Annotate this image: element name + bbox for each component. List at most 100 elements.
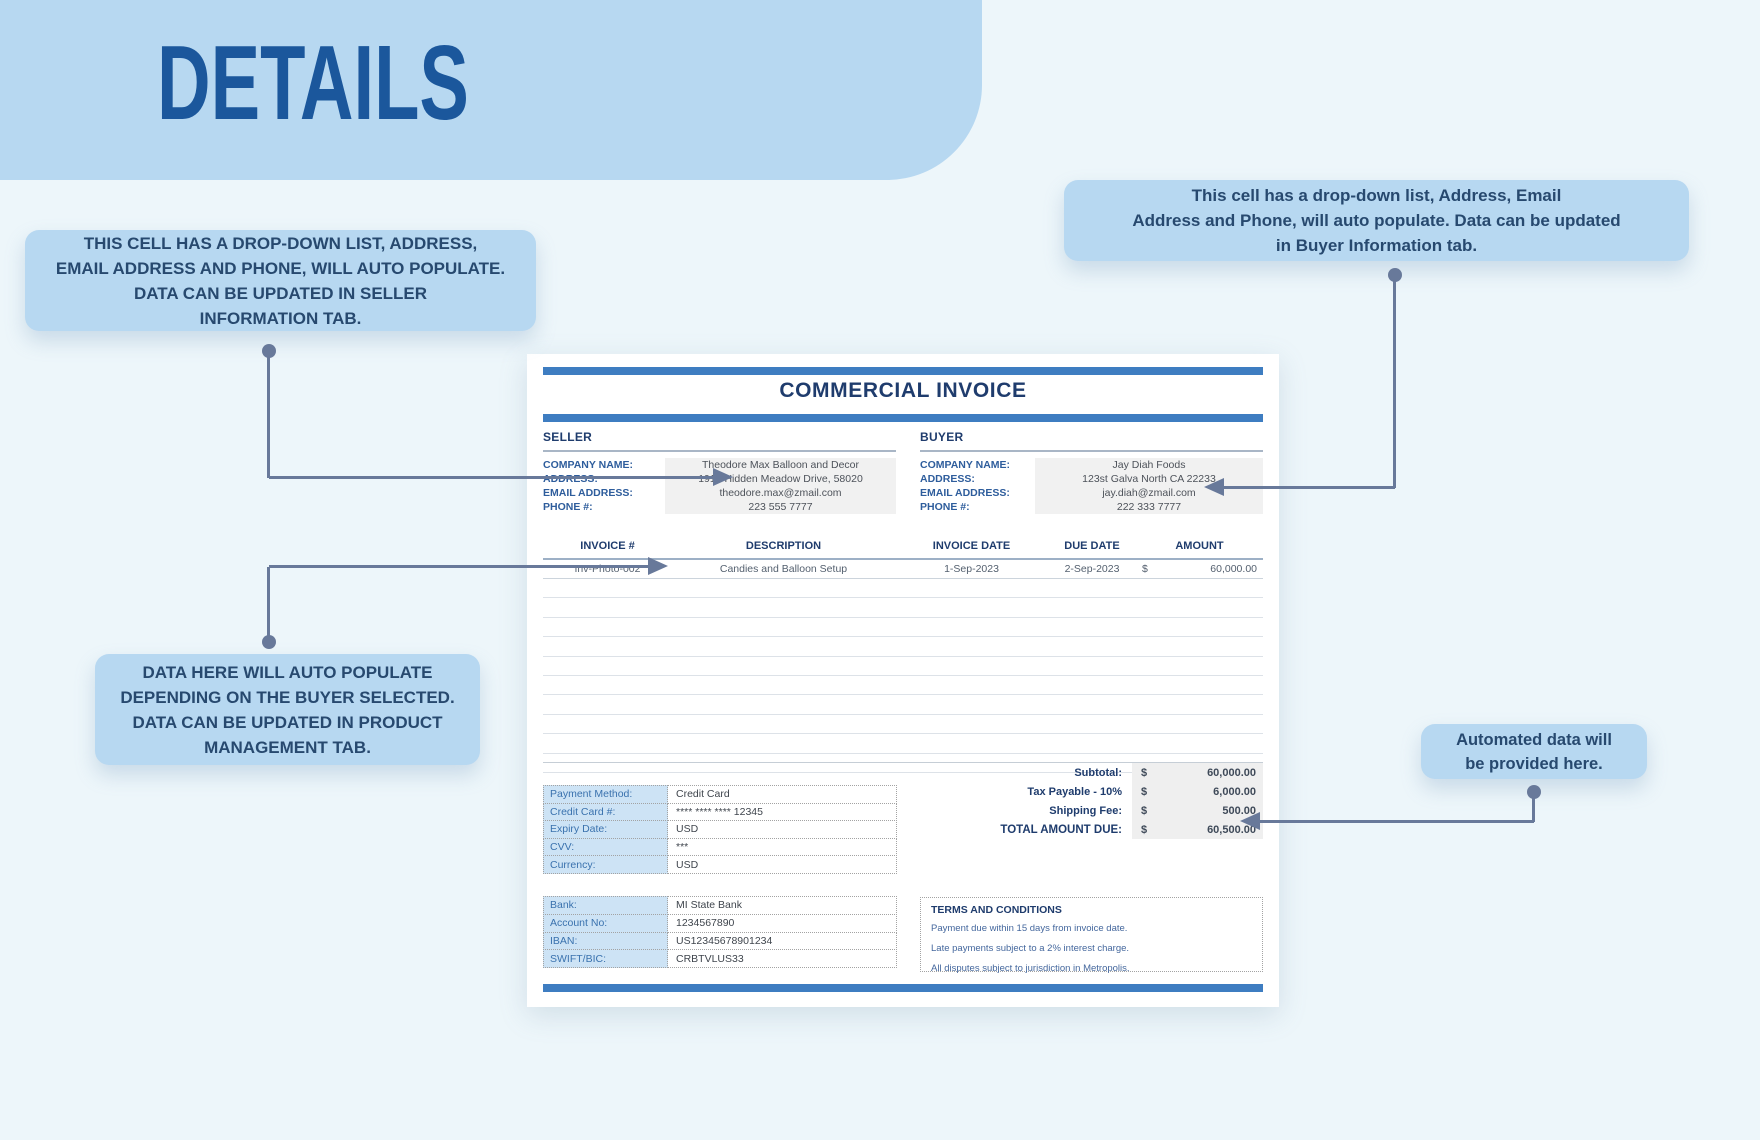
iban-value[interactable]: US12345678901234 — [668, 931, 897, 951]
buyer-company-value[interactable]: Jay Diah Foods — [1112, 459, 1186, 471]
buyer-company-label: COMPANY NAME: — [920, 459, 1011, 471]
invoice-date-cell[interactable]: 1-Sep-2023 — [944, 563, 999, 575]
product-callout-line: DEPENDING ON THE BUYER SELECTED. — [120, 687, 455, 707]
seller-arrow-icon — [713, 468, 733, 486]
description-cell[interactable]: Candies and Balloon Setup — [719, 563, 848, 575]
bank-section: Bank: MI State Bank Account No: 12345678… — [543, 896, 897, 968]
swift-bic-label: SWIFT/BIC: — [543, 949, 668, 968]
cvv-value[interactable]: *** — [668, 837, 897, 857]
bank-value[interactable]: MI State Bank — [668, 896, 897, 915]
buyer-callout-line: in Buyer Information tab. — [1275, 236, 1478, 255]
empty-table-row[interactable] — [543, 754, 1263, 773]
account-no-label: Account No: — [543, 913, 668, 933]
product-callout-line: DATA CAN BE UPDATED IN PRODUCT — [132, 712, 443, 732]
seller-email-value[interactable]: theodore.max@zmail.com — [719, 487, 842, 499]
seller-heading: SELLER — [543, 430, 896, 452]
seller-connector-vline — [267, 351, 270, 478]
seller-callout-line: DATA CAN BE UPDATED IN SELLER — [133, 283, 428, 303]
payment-method-value[interactable]: Credit Card — [668, 785, 897, 804]
payment-method-label: Payment Method: — [543, 785, 668, 804]
total-callout-line: be provided here. — [1465, 754, 1603, 773]
seller-callout: THIS CELL HAS A DROP-DOWN LIST, ADDRESS,… — [25, 230, 536, 331]
invoice-title: COMMERCIAL INVOICE — [779, 379, 1027, 402]
empty-table-row[interactable] — [543, 618, 1263, 638]
tax-currency: $ — [1141, 785, 1148, 798]
credit-card-label: Credit Card #: — [543, 802, 668, 822]
amount-header: AMOUNT — [1175, 540, 1224, 552]
product-connector-vline — [267, 567, 270, 642]
empty-table-row[interactable] — [543, 695, 1263, 715]
seller-callout-line: EMAIL ADDRESS AND PHONE, WILL AUTO POPUL… — [55, 258, 506, 278]
seller-email-label: EMAIL ADDRESS: — [543, 487, 633, 499]
seller-callout-line: THIS CELL HAS A DROP-DOWN LIST, ADDRESS, — [83, 233, 478, 253]
due-date-cell[interactable]: 2-Sep-2023 — [1064, 563, 1120, 575]
seller-callout-line: INFORMATION TAB. — [199, 308, 362, 328]
empty-table-row[interactable] — [543, 715, 1263, 735]
amount-cell[interactable]: 60,000.00 — [1210, 563, 1257, 575]
terms-section: TERMS AND CONDITIONS Payment due within … — [920, 897, 1263, 974]
product-callout-line: DATA HERE WILL AUTO POPULATE — [142, 662, 433, 682]
buyer-callout-line: Address and Phone, will auto populate. D… — [1132, 211, 1621, 230]
payment-section: Payment Method: Credit Card Credit Card … — [543, 785, 897, 874]
empty-table-row[interactable] — [543, 598, 1263, 618]
total-connector-vline — [1532, 792, 1535, 822]
buyer-section: BUYER COMPANY NAME: ADDRESS: EMAIL ADDRE… — [920, 430, 1263, 514]
iban-label: IBAN: — [543, 931, 668, 951]
seller-connector-dot — [262, 344, 276, 358]
buyer-phone-value[interactable]: 222 333 7777 — [1116, 501, 1182, 513]
empty-table-row[interactable] — [543, 676, 1263, 696]
credit-card-row: Credit Card #: **** **** **** 12345 — [543, 802, 897, 822]
product-connector-hline — [269, 565, 650, 568]
subtotal-currency: $ — [1141, 766, 1148, 779]
empty-table-row[interactable] — [543, 657, 1263, 676]
currency-value[interactable]: USD — [668, 855, 897, 874]
buyer-email-value[interactable]: jay.diah@zmail.com — [1102, 487, 1196, 499]
currency-cell[interactable]: $ — [1142, 563, 1148, 575]
buyer-phone-label: PHONE #: — [920, 501, 970, 513]
tax-label: Tax Payable - 10% — [1027, 785, 1122, 798]
shipping-label: Shipping Fee: — [1049, 804, 1122, 817]
tax-row: Tax Payable - 10% $6,000.00 — [543, 782, 1263, 801]
total-due-label: TOTAL AMOUNT DUE: — [1000, 823, 1122, 836]
currency-label: Currency: — [543, 855, 668, 874]
page-title: DETAILS — [157, 24, 469, 142]
seller-section: SELLER COMPANY NAME: ADDRESS: EMAIL ADDR… — [543, 430, 896, 514]
payment-method-row: Payment Method: Credit Card — [543, 785, 897, 804]
empty-table-row[interactable] — [543, 579, 1263, 599]
cvv-row: CVV: *** — [543, 837, 897, 857]
buyer-address-label: ADDRESS: — [920, 473, 975, 485]
total-due-currency: $ — [1141, 823, 1148, 836]
account-no-value[interactable]: 1234567890 — [668, 913, 897, 933]
total-connector-dot — [1527, 785, 1541, 799]
seller-values-cell[interactable]: Theodore Max Balloon and Decor 1917 Hidd… — [665, 458, 896, 514]
subtotal-row: Subtotal: $60,000.00 — [543, 763, 1263, 782]
total-callout-line: Automated data will — [1456, 730, 1612, 749]
empty-table-row[interactable] — [543, 637, 1263, 657]
terms-line: Late payments subject to a 2% interest c… — [931, 943, 1130, 954]
swift-bic-row: SWIFT/BIC: CRBTVLUS33 — [543, 949, 897, 968]
seller-company-value[interactable]: Theodore Max Balloon and Decor — [701, 459, 859, 471]
mid-accent-bar — [543, 414, 1263, 422]
commercial-invoice-sheet: COMMERCIAL INVOICE SELLER COMPANY NAME: … — [527, 354, 1279, 1007]
expiry-date-row: Expiry Date: USD — [543, 820, 897, 839]
buyer-connector-dot — [1388, 268, 1402, 282]
seller-company-label: COMPANY NAME: — [543, 459, 634, 471]
expiry-date-value[interactable]: USD — [668, 820, 897, 839]
empty-table-row[interactable] — [543, 734, 1263, 754]
buyer-arrow-icon — [1204, 478, 1224, 496]
bank-label: Bank: — [543, 896, 668, 915]
seller-phone-label: PHONE #: — [543, 501, 593, 513]
shipping-currency: $ — [1141, 804, 1148, 817]
seller-address-value[interactable]: 1917 Hidden Meadow Drive, 58020 — [698, 473, 863, 485]
swift-bic-value[interactable]: CRBTVLUS33 — [668, 949, 897, 968]
credit-card-value[interactable]: **** **** **** 12345 — [668, 802, 897, 822]
buyer-address-value[interactable]: 123st Galva North CA 22233 — [1082, 473, 1216, 485]
total-arrow-icon — [1240, 812, 1260, 830]
product-callout-line: MANAGEMENT TAB. — [204, 737, 371, 757]
seller-phone-value[interactable]: 223 555 7777 — [748, 501, 813, 513]
header-band — [0, 0, 982, 180]
terms-line: Payment due within 15 days from invoice … — [931, 923, 1128, 934]
bottom-accent-bar — [543, 984, 1263, 992]
shipping-row: Shipping Fee: $500.00 — [543, 801, 1263, 820]
